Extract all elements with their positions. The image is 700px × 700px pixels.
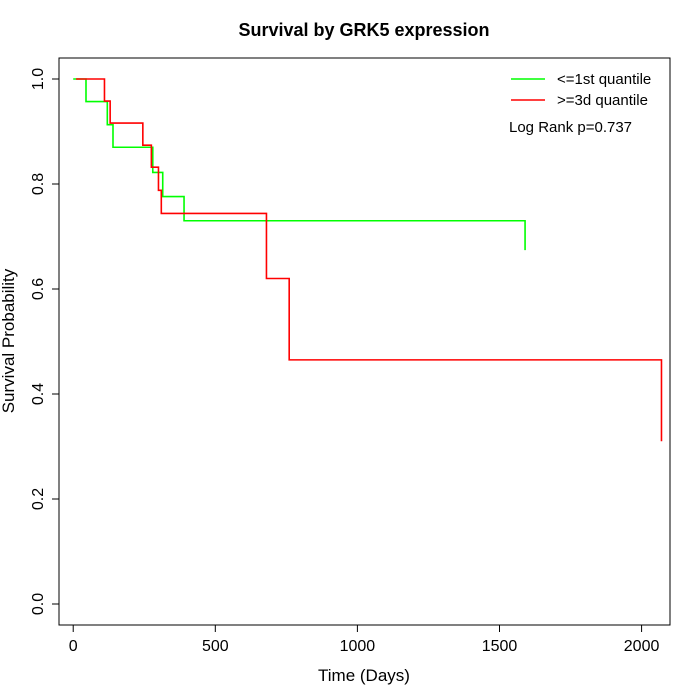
x-tick-label: 500 [202,638,229,655]
x-tick-label: 1500 [482,638,518,655]
y-tick-label: 0.8 [30,173,47,195]
y-tick-label: 0.0 [30,593,47,615]
legend: <=1st quantile >=3d quantile [511,71,651,109]
legend-label-series-1: <=1st quantile [557,71,651,88]
legend-label-series-2: >=3d quantile [557,92,648,109]
x-axis: 0 500 1000 1500 2000 [69,624,660,655]
y-axis: 0.0 0.2 0.4 0.6 0.8 1.0 [30,68,60,615]
y-tick-label: 0.2 [30,488,47,510]
y-tick-label: 1.0 [30,68,47,90]
x-axis-label: Time (Days) [318,666,410,685]
plot-frame [58,57,671,626]
y-tick-label: 0.4 [30,383,47,405]
survival-curve-series-1 [73,78,526,251]
series-layer [73,78,663,442]
log-rank-annotation: Log Rank p=0.737 [509,119,632,136]
y-axis-label: Survival Probability [0,268,18,413]
x-tick-label: 1000 [340,638,376,655]
x-tick-label: 0 [69,638,78,655]
y-tick-label: 0.6 [30,278,47,300]
x-tick-label: 2000 [624,638,660,655]
survival-curve-series-2 [76,78,663,442]
chart-title: Survival by GRK5 expression [238,20,489,40]
